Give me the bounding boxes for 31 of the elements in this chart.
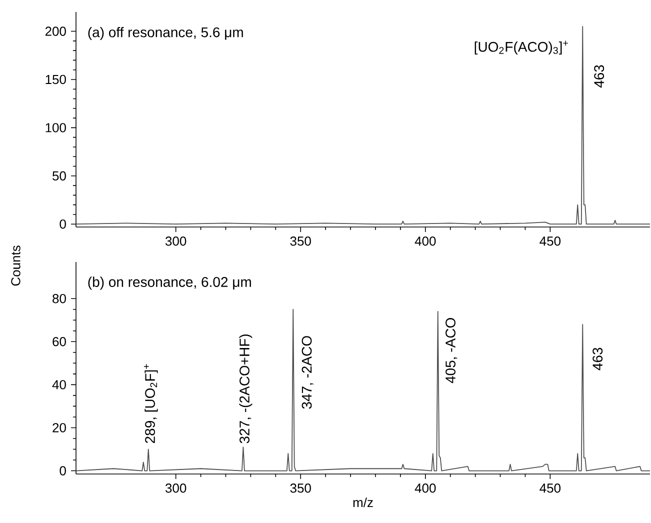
y-axis-title: Counts — [11, 246, 20, 286]
x-tick-label: 300 — [165, 484, 186, 493]
text: (b) on resonance, 6.02 μm — [88, 276, 251, 290]
annotation: 289, [UO$_{2}$F]$^{+}$ — [144, 364, 158, 444]
y-tick-label: 40 — [52, 380, 66, 390]
annotation: [UO$_{2}$F(ACO)$_{3}$]$^{+}$ — [474, 40, 568, 55]
annotation: 327, -(2ACO+HF) — [239, 334, 252, 444]
text: (a) off resonance, 5.6 μm — [88, 26, 243, 40]
x-tick-label: 350 — [290, 236, 311, 246]
y-tick-label: 150 — [46, 74, 66, 84]
y-tick-label: 60 — [52, 337, 66, 346]
y-tick-label: 200 — [45, 26, 66, 36]
y-tick-label: 0 — [60, 466, 66, 476]
line-series — [76, 26, 650, 225]
x-tick-label: 300 — [165, 236, 186, 246]
x-tick-label: 350 — [290, 484, 311, 493]
x-tick-label: 400 — [414, 484, 436, 493]
annotation: 347, -2ACO — [302, 336, 314, 409]
y-tick-label: 20 — [52, 423, 66, 432]
x-tick-label: 450 — [540, 484, 561, 493]
x-axis-title: m/z — [353, 498, 373, 508]
annotation: 463 — [594, 65, 604, 88]
y-tick-label: 100 — [46, 123, 66, 132]
y-tick-label: 0 — [60, 220, 66, 229]
annotation: 463 — [592, 348, 603, 370]
line-series — [76, 308, 650, 472]
y-tick-label: 50 — [52, 171, 66, 180]
x-tick-label: 450 — [540, 236, 561, 246]
y-tick-label: 80 — [52, 294, 66, 304]
annotation: 405, -ACO — [446, 318, 458, 384]
x-tick-label: 400 — [414, 236, 436, 246]
